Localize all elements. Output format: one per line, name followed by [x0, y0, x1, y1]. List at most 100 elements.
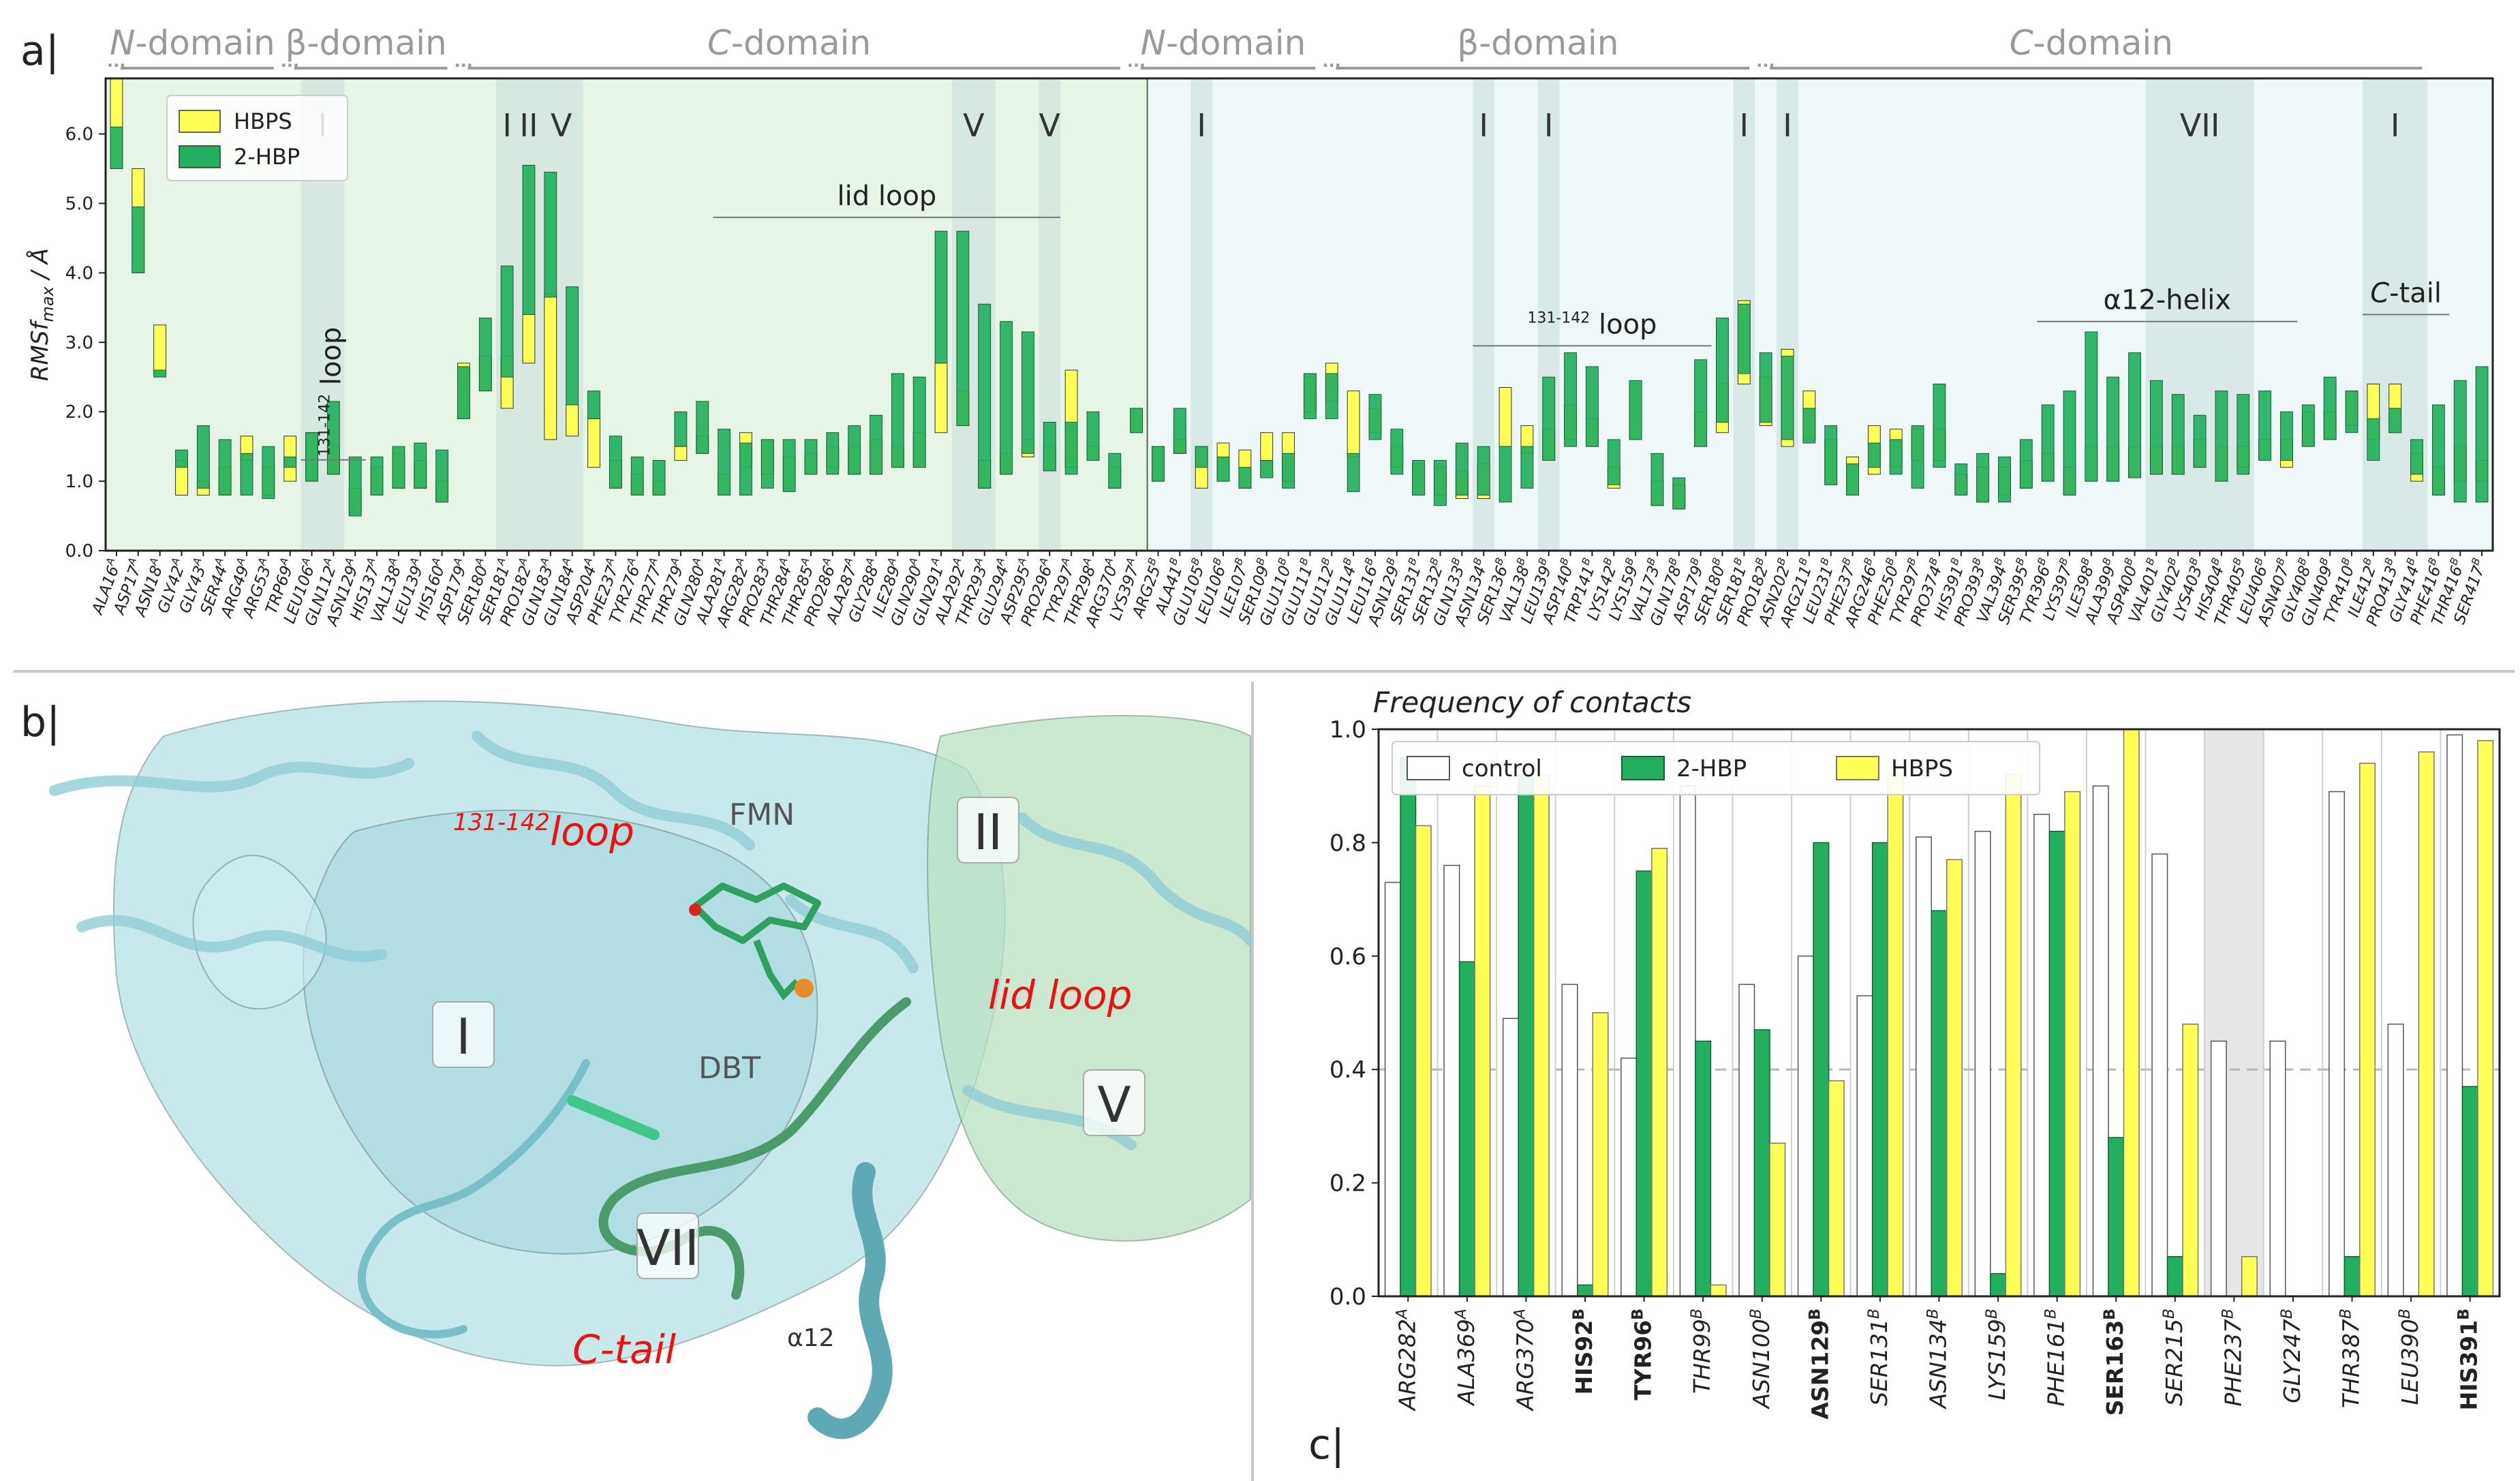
control-bar: [1620, 1057, 1638, 1297]
2-HBP-bar: [1695, 1040, 1712, 1297]
hbp2-bar: [1173, 408, 1186, 454]
x-tick-label: TYR96B: [1630, 1309, 1657, 1401]
legend-label: 2-HBP: [1676, 755, 1747, 782]
2-HBP-bar: [1871, 842, 1888, 1297]
hbp2-bar: [2258, 391, 2272, 461]
hbp2-bar: [1152, 446, 1165, 482]
legend-box: [1392, 741, 2040, 795]
dbt-label: DBT: [698, 1051, 760, 1086]
hbp2-bar: [2215, 391, 2228, 482]
hbp2-bar: [2388, 408, 2402, 433]
HBPS-bar: [2064, 791, 2081, 1297]
hbp2-bar: [1499, 446, 1512, 503]
pocket-box: [636, 1212, 699, 1279]
protein-ribbon: [49, 758, 414, 796]
hbp2-bar: [1585, 366, 1599, 447]
hbp2-bar: [1282, 453, 1295, 489]
control-bar: [2151, 853, 2168, 1297]
HBPS-bar: [1828, 1080, 1845, 1297]
hbp2-bar: [1368, 394, 1382, 440]
panel-label-c: c|: [1308, 1421, 1344, 1469]
2-HBP-bar: [1931, 910, 1948, 1297]
legend-label: HBPS: [1891, 755, 1953, 782]
hbp2-bar: [2323, 376, 2337, 440]
hbp2-bar: [1021, 331, 1034, 454]
hbp2-bar: [978, 303, 992, 489]
hbp2-bar: [1802, 408, 1816, 444]
annotation-label: 131-142 loop: [316, 327, 347, 457]
hbp2-bar: [2106, 376, 2120, 482]
HBPS-bar: [2123, 729, 2140, 1297]
legend-swatch: [1407, 756, 1450, 780]
pocket-label: V: [963, 107, 985, 144]
hbp2-bar: [500, 265, 514, 378]
fmn-oxygen: [689, 904, 701, 916]
hbp2-bar: [1998, 456, 2011, 503]
hbp2-bar: [1607, 439, 1620, 485]
legend-label: HBPS: [234, 108, 292, 134]
hbp2-bar: [1260, 460, 1274, 478]
protein-ribbon: [785, 894, 919, 973]
hbp2-bar: [2345, 391, 2358, 433]
x-tick-label: SER163B: [2102, 1309, 2128, 1416]
domain-dots: ···: [281, 56, 299, 75]
plot-frame: [1377, 728, 2501, 1298]
panel-label-a: a|: [20, 27, 59, 75]
pocket-box: [432, 1001, 495, 1068]
c-tail-label: C-tail: [572, 1326, 676, 1373]
legend-swatch: [179, 110, 221, 133]
hbp2-bar: [2453, 380, 2467, 503]
pocket-label: I: [1197, 107, 1206, 144]
hbp2-bar: [457, 366, 470, 419]
x-tick-label: THR387B: [2338, 1309, 2365, 1408]
x-tick-label: LEU390B: [2397, 1309, 2423, 1405]
domain-label: N-domain: [110, 23, 275, 63]
2-HBP-bar: [1400, 757, 1417, 1297]
hbp2-bar: [2149, 380, 2163, 475]
hbp2-bar: [1976, 453, 1990, 503]
loop-131-142-label: 131-142loop: [453, 808, 634, 855]
hbp2-bar: [2041, 404, 2055, 482]
2-HBP-bar: [2048, 831, 2065, 1297]
control-bar: [1384, 881, 1401, 1297]
hbp2-bar: [2475, 366, 2489, 503]
hbp2-bar: [2410, 439, 2423, 475]
pocket-box: [957, 797, 1019, 864]
2-HBP-bar: [1518, 774, 1535, 1297]
control-bar: [2446, 734, 2463, 1297]
hbp2-bar: [934, 230, 948, 364]
hbp2-bar: [760, 439, 774, 489]
x-tick-label: ASN134B: [1925, 1309, 1952, 1409]
domain-dots: ···: [1756, 56, 1774, 75]
domain-dots: ···: [1127, 56, 1146, 75]
hbp2-bar: [1086, 411, 1100, 461]
2-HBP-bar: [2461, 1086, 2478, 1297]
hbp2-bar: [674, 411, 688, 447]
control-bar: [2387, 1023, 2404, 1297]
hbps-bar: [1347, 391, 1360, 457]
x-tick-label: GLY247B: [2279, 1309, 2305, 1403]
y-tick-label: 0.2: [1330, 1170, 1366, 1197]
x-tick-label: ARG282A: [1394, 1309, 1420, 1411]
HBPS-bar: [1710, 1284, 1727, 1297]
pocket-label: I: [456, 1008, 470, 1065]
annotation-label: lid loop: [838, 181, 937, 212]
hbp2-bar: [804, 439, 818, 475]
x-tick-label: ASN129B: [1807, 1309, 1833, 1420]
pocket-label: I: [502, 107, 512, 144]
hbp2-bar: [414, 442, 427, 489]
pocket-box: [1083, 1069, 1146, 1136]
hbp2-bar: [1846, 463, 1859, 495]
hbp2-bar: [566, 286, 579, 406]
hbp2-bar: [2063, 391, 2076, 495]
x-tick-label: LYS159B: [1984, 1309, 2010, 1400]
2-HBP-bar: [1577, 1284, 1594, 1297]
annotation-label: 131-142 loop: [1527, 309, 1657, 340]
hbp2-bar: [196, 425, 210, 489]
hbp2-bar: [826, 432, 840, 475]
panel-a-rmsf-chart: a| ···N-domain···β-domain···C-domain···N-…: [14, 23, 2515, 673]
2-HBP-bar: [2108, 1137, 2125, 1297]
hbps-bar: [587, 418, 600, 468]
hbp2-bar: [1347, 453, 1360, 492]
